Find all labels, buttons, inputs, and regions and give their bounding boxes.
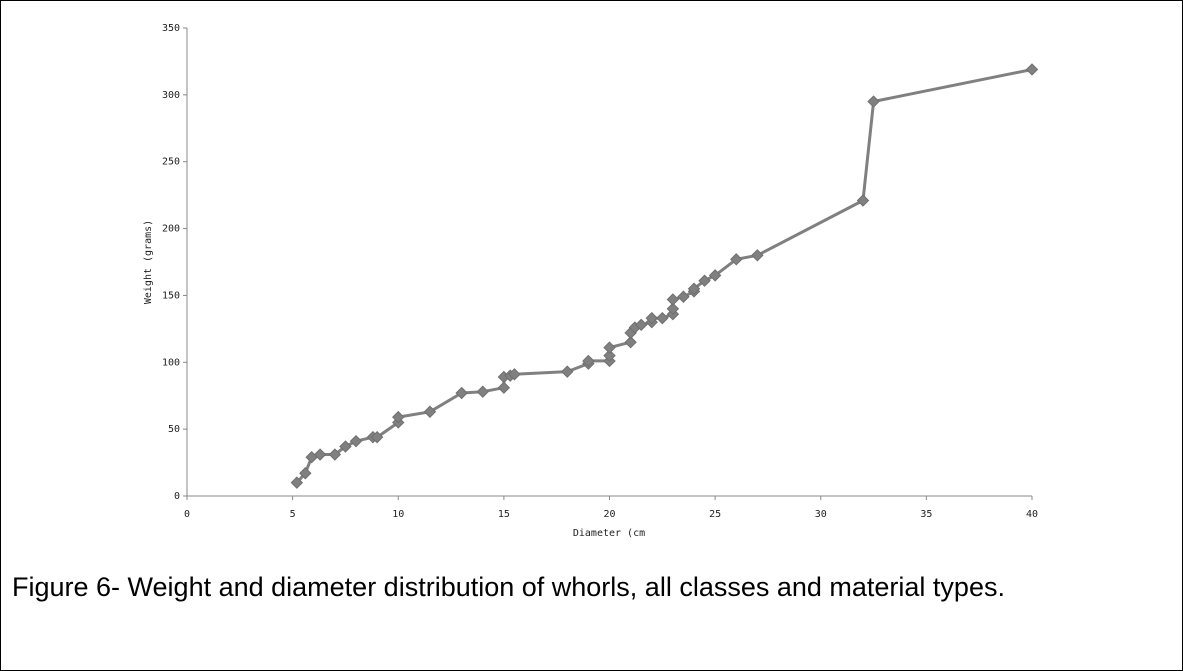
chart-axes: 0 50 100 150 200 250 300 350 0 5 10 15 20 25 30 35 40 <box>162 23 1038 520</box>
y-tick-label: 200 <box>162 224 180 235</box>
data-point <box>603 349 616 362</box>
y-tick-label: 300 <box>162 90 180 101</box>
y-tick-label: 0 <box>174 491 180 502</box>
data-point <box>582 354 595 368</box>
data-point <box>634 318 648 332</box>
data-point <box>455 386 468 400</box>
data-point <box>687 282 701 295</box>
y-tick-label: 50 <box>168 424 180 435</box>
x-tick-label: 0 <box>184 509 190 520</box>
x-tick-label: 5 <box>290 509 296 520</box>
data-point <box>349 434 363 448</box>
data-point <box>299 467 312 480</box>
figure-caption: Figure 6- Weight and diameter distributi… <box>12 572 1005 602</box>
x-tick-label: 10 <box>392 509 404 520</box>
chart: 0 50 100 150 200 250 300 350 0 5 10 15 20 25 30 35 40 Di… <box>143 23 1039 539</box>
y-tick-label: 250 <box>162 157 180 168</box>
data-point <box>708 269 722 282</box>
series-line <box>295 68 1033 484</box>
data-point <box>677 290 690 303</box>
data-point <box>370 430 384 444</box>
data-point <box>508 368 521 381</box>
chart-series <box>290 63 1039 489</box>
x-tick-label: 40 <box>1026 509 1038 520</box>
data-point <box>666 302 680 316</box>
data-point <box>666 293 680 306</box>
data-point <box>624 336 637 349</box>
data-point <box>867 95 880 108</box>
data-point <box>656 311 669 325</box>
data-point <box>339 440 352 453</box>
y-tick-label: 350 <box>162 23 180 34</box>
data-point <box>290 476 304 489</box>
x-tick-label: 20 <box>603 509 615 520</box>
data-point <box>856 194 870 207</box>
x-tick-label: 30 <box>815 509 827 520</box>
data-point <box>751 249 764 262</box>
data-point <box>1025 63 1039 76</box>
y-tick-label: 100 <box>162 357 180 368</box>
data-point <box>698 274 711 287</box>
x-axis-title: Diameter (cm <box>573 528 645 539</box>
data-point <box>313 448 327 461</box>
data-point <box>730 253 743 266</box>
data-point <box>603 341 616 354</box>
data-point <box>328 448 342 461</box>
data-point <box>392 410 405 424</box>
x-tick-label: 15 <box>498 509 510 520</box>
data-point <box>561 365 574 378</box>
y-tick-label: 150 <box>162 290 180 301</box>
y-axis-title: Weight (grams) <box>143 220 154 304</box>
data-point <box>645 311 658 325</box>
data-point <box>476 385 489 398</box>
x-tick-label: 35 <box>920 509 932 520</box>
data-point <box>497 381 511 394</box>
x-tick-label: 25 <box>709 509 721 520</box>
data-point <box>423 405 437 418</box>
